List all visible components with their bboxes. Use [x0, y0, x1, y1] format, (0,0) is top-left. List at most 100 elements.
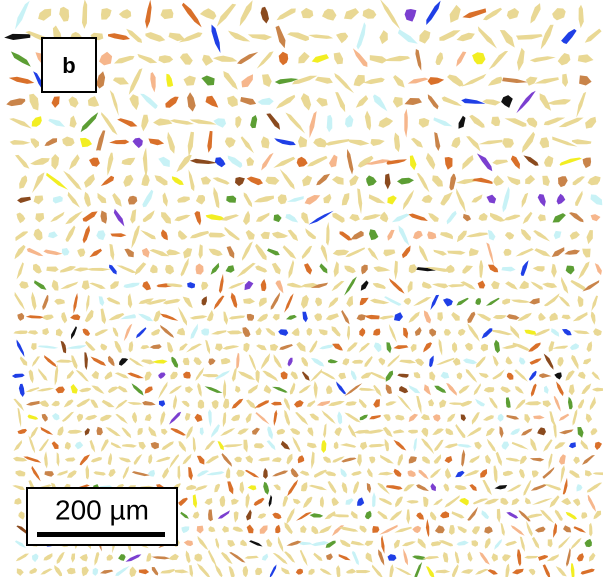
grain — [455, 485, 467, 490]
grain — [342, 358, 349, 365]
grain — [238, 371, 255, 380]
grain — [235, 386, 241, 393]
grain — [96, 130, 105, 150]
grain — [107, 153, 113, 176]
grain — [561, 277, 568, 294]
grain — [439, 399, 446, 408]
grain — [461, 99, 485, 104]
grain — [228, 540, 236, 547]
grain — [419, 30, 430, 44]
grain — [566, 548, 571, 567]
grain — [45, 138, 58, 146]
grain — [232, 367, 237, 382]
panel-label: b — [62, 53, 75, 78]
grain — [267, 426, 273, 439]
grain — [543, 439, 552, 452]
grain — [190, 231, 209, 238]
grain — [543, 400, 552, 407]
grain — [368, 444, 386, 448]
grain — [443, 552, 449, 563]
grain — [101, 8, 112, 20]
grain — [237, 263, 256, 278]
grain — [397, 178, 414, 185]
grain — [369, 415, 381, 419]
grain — [17, 568, 24, 576]
grain — [530, 438, 537, 451]
grain — [89, 158, 100, 167]
grain — [52, 413, 60, 420]
grain — [283, 245, 297, 259]
grain — [351, 370, 357, 380]
grain — [553, 213, 566, 222]
grain — [589, 523, 592, 537]
grain — [52, 441, 59, 449]
grain — [534, 77, 559, 83]
grain — [423, 342, 432, 352]
grain — [589, 553, 595, 562]
grain — [303, 497, 313, 508]
grain — [529, 371, 537, 381]
grain — [351, 541, 365, 546]
grain — [507, 314, 520, 320]
grain — [307, 400, 316, 407]
grain — [223, 312, 228, 326]
grain — [398, 454, 403, 466]
grain — [263, 482, 269, 495]
grain — [492, 330, 512, 335]
grain — [258, 98, 274, 105]
grain — [399, 225, 410, 245]
grain — [380, 0, 400, 29]
grain — [344, 8, 359, 19]
grain — [467, 323, 480, 342]
grain — [334, 427, 342, 436]
grain — [538, 214, 546, 221]
grain — [162, 468, 169, 479]
grain — [233, 527, 244, 532]
grain — [342, 482, 348, 494]
grain — [73, 268, 88, 272]
grain — [349, 214, 360, 221]
grain — [421, 439, 434, 455]
grain — [141, 173, 149, 186]
grain — [84, 352, 88, 370]
grain — [512, 569, 524, 575]
grain — [503, 249, 511, 256]
grain — [428, 77, 445, 85]
grain — [514, 369, 528, 382]
grain — [127, 402, 142, 405]
grain — [223, 399, 229, 409]
grain — [32, 554, 39, 563]
grain — [307, 443, 317, 449]
grain — [507, 485, 522, 492]
grain — [132, 412, 137, 424]
grain — [178, 441, 186, 452]
grain — [194, 211, 201, 225]
grain — [248, 385, 258, 394]
grain — [488, 569, 498, 575]
grain — [573, 409, 578, 426]
grain — [492, 160, 508, 165]
grain — [229, 552, 245, 563]
grain — [357, 188, 362, 214]
grain — [284, 293, 294, 312]
grain — [349, 175, 359, 186]
grain — [119, 458, 131, 463]
grain — [245, 470, 259, 478]
grain — [287, 283, 304, 288]
grain — [255, 265, 267, 272]
grain — [249, 540, 263, 546]
grain — [248, 34, 272, 40]
grain — [585, 117, 596, 129]
grain — [279, 52, 289, 65]
grain — [525, 175, 535, 184]
grain — [334, 52, 343, 64]
grain — [262, 371, 278, 382]
grain — [568, 397, 573, 409]
grain — [448, 284, 466, 287]
grain — [113, 78, 129, 85]
grain — [158, 373, 165, 379]
grain — [373, 94, 387, 111]
grain — [393, 345, 408, 349]
grain — [273, 484, 280, 490]
grain — [187, 92, 196, 111]
